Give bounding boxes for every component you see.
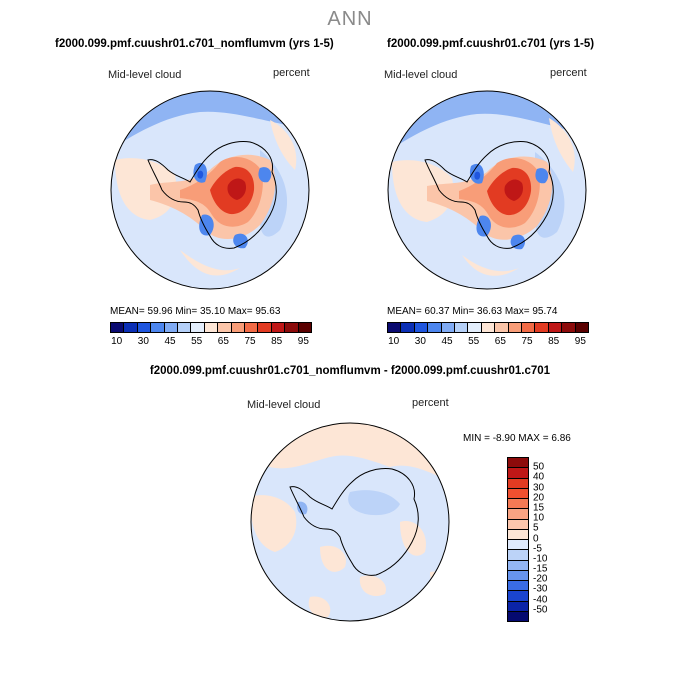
colorbar-swatch xyxy=(508,499,528,510)
colorbar-swatch xyxy=(271,323,286,332)
right-polar-map xyxy=(387,90,587,290)
colorbar-swatch xyxy=(191,323,205,332)
colorbar-tick-label: 55 xyxy=(191,336,203,347)
colorbar-tick-label: 30 xyxy=(414,336,426,347)
colorbar-tick-label: 20 xyxy=(533,492,545,504)
colorbar-tick-label: -50 xyxy=(533,604,548,616)
colorbar-tick-label: 65 xyxy=(494,336,506,347)
colorbar-swatch xyxy=(508,560,528,571)
diff-polar-map xyxy=(250,422,450,622)
colorbar-swatch xyxy=(508,581,528,592)
colorbar-tick-label: 55 xyxy=(468,336,480,347)
colorbar-swatch xyxy=(285,323,299,332)
colorbar-swatch xyxy=(441,323,456,332)
colorbar-tick-label: 95 xyxy=(297,336,309,347)
left-colorbar xyxy=(110,322,312,333)
colorbar-swatch xyxy=(204,323,219,332)
colorbar-swatch xyxy=(508,611,528,621)
colorbar-swatch xyxy=(231,323,246,332)
colorbar-tick-label: -10 xyxy=(533,553,548,565)
left-variable-label: Mid-level cloud xyxy=(108,69,182,81)
colorbar-tick-label: 5 xyxy=(533,522,539,534)
colorbar-swatch xyxy=(508,478,528,489)
colorbar-swatch xyxy=(428,323,442,332)
diff-panel-title: f2000.099.pmf.cuushr01.c701_nomflumvm - … xyxy=(149,365,551,377)
colorbar-swatch xyxy=(178,323,192,332)
right-colorbar-labels: 10 30 45 55 65 75 85 95 xyxy=(387,336,587,348)
right-panel-title: f2000.099.pmf.cuushr01.c701 (yrs 1-5) xyxy=(387,38,595,50)
colorbar-tick-label: 30 xyxy=(137,336,149,347)
colorbar-tick-label: 10 xyxy=(388,336,400,347)
colorbar-tick-label: 85 xyxy=(548,336,560,347)
colorbar-tick-label: -40 xyxy=(533,594,548,606)
colorbar-tick-label: -15 xyxy=(533,563,548,575)
colorbar-swatch xyxy=(388,323,402,332)
colorbar-swatch xyxy=(535,323,549,332)
colorbar-swatch xyxy=(522,323,536,332)
colorbar-swatch xyxy=(508,529,528,540)
colorbar-tick-label: 10 xyxy=(111,336,123,347)
colorbar-swatch xyxy=(137,323,152,332)
colorbar-tick-label: 45 xyxy=(441,336,453,347)
colorbar-swatch xyxy=(508,570,528,581)
colorbar-tick-label: 40 xyxy=(533,471,545,483)
colorbar-tick-label: -5 xyxy=(533,543,542,555)
colorbar-swatch xyxy=(258,323,272,332)
colorbar-swatch xyxy=(245,323,259,332)
colorbar-swatch xyxy=(468,323,482,332)
right-colorbar xyxy=(387,322,589,333)
colorbar-swatch xyxy=(508,509,528,520)
diff-variable-label: Mid-level cloud xyxy=(247,399,321,411)
colorbar-swatch xyxy=(562,323,576,332)
colorbar-tick-label: 75 xyxy=(521,336,533,347)
colorbar-swatch xyxy=(414,323,429,332)
right-variable-label: Mid-level cloud xyxy=(384,69,458,81)
colorbar-swatch xyxy=(575,323,589,332)
left-panel-title: f2000.099.pmf.cuushr01.c701_nomflumvm (y… xyxy=(55,38,334,50)
left-units-label: percent xyxy=(273,67,310,79)
colorbar-tick-label: 75 xyxy=(244,336,256,347)
colorbar-swatch xyxy=(508,591,528,602)
colorbar-swatch xyxy=(481,323,496,332)
diff-units-label: percent xyxy=(412,397,449,409)
colorbar-tick-label: 30 xyxy=(533,482,545,494)
colorbar-tick-label: -20 xyxy=(533,573,548,585)
colorbar-tick-label: 45 xyxy=(164,336,176,347)
colorbar-swatch xyxy=(508,519,528,530)
colorbar-tick-label: 10 xyxy=(533,512,545,524)
colorbar-tick-label: 0 xyxy=(533,533,539,544)
left-polar-map xyxy=(110,90,310,290)
colorbar-swatch xyxy=(218,323,232,332)
right-units-label: percent xyxy=(550,67,587,79)
colorbar-swatch xyxy=(508,488,528,499)
diff-colorbar-labels: 50 40 30 20 15 10 5 0 -5 -10 -15 -20 -30 -40 -50 xyxy=(533,457,563,620)
colorbar-swatch xyxy=(508,540,528,551)
diff-stats: MIN = -8.90 MAX = 6.86 xyxy=(463,433,571,444)
colorbar-swatch xyxy=(508,323,523,332)
colorbar-swatch xyxy=(164,323,179,332)
colorbar-swatch xyxy=(111,323,125,332)
colorbar-swatch xyxy=(508,458,528,469)
colorbar-swatch xyxy=(508,468,528,479)
colorbar-swatch xyxy=(151,323,165,332)
colorbar-tick-label: 50 xyxy=(533,461,545,473)
colorbar-swatch xyxy=(495,323,509,332)
colorbar-tick-label: 85 xyxy=(271,336,283,347)
colorbar-swatch xyxy=(401,323,415,332)
left-colorbar-labels: 10 30 45 55 65 75 85 95 xyxy=(110,336,310,348)
diff-colorbar xyxy=(507,457,529,622)
left-stats: MEAN= 59.96 Min= 35.10 Max= 95.63 xyxy=(110,306,281,317)
colorbar-tick-label: 65 xyxy=(217,336,229,347)
colorbar-swatch xyxy=(124,323,138,332)
colorbar-tick-label: 95 xyxy=(574,336,586,347)
colorbar-swatch xyxy=(508,601,528,612)
colorbar-swatch xyxy=(455,323,469,332)
colorbar-swatch xyxy=(508,550,528,561)
colorbar-swatch xyxy=(298,323,312,332)
colorbar-tick-label: -30 xyxy=(533,583,548,595)
colorbar-swatch xyxy=(548,323,563,332)
right-stats: MEAN= 60.37 Min= 36.63 Max= 95.74 xyxy=(387,306,558,317)
season-title: ANN xyxy=(327,8,373,30)
colorbar-tick-label: 15 xyxy=(533,502,545,514)
